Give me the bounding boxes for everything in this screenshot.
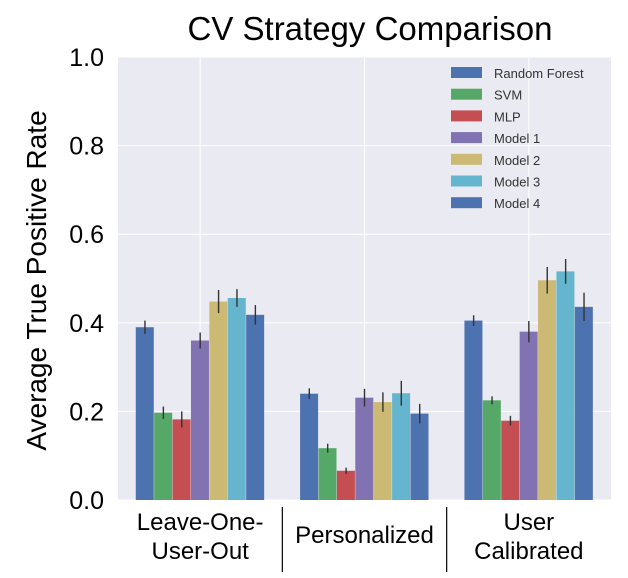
bar — [482, 400, 501, 500]
legend-entry: Model 3 — [494, 175, 540, 190]
legend-swatch — [451, 175, 482, 187]
bar — [246, 314, 265, 500]
bar — [135, 327, 154, 500]
bar — [227, 297, 246, 500]
x-tick-label: Calibrated — [474, 538, 583, 565]
bar — [190, 340, 209, 500]
bar — [464, 320, 483, 500]
legend: Random Forest SVM MLP Model 1 Model 2 Model 3… — [451, 66, 584, 211]
y-tick-label: 1.0 — [69, 44, 104, 72]
legend-entry: Model 4 — [494, 196, 540, 211]
error-bars — [144, 259, 585, 474]
legend-entry: Model 1 — [494, 131, 540, 146]
y-tick-label: 0.2 — [69, 398, 104, 426]
x-tick-label: Personalized — [295, 522, 434, 549]
bar — [556, 271, 575, 500]
legend-swatch — [451, 88, 482, 100]
x-tick-label: User-Out — [151, 538, 249, 565]
bar — [154, 412, 173, 500]
bars — [135, 271, 593, 500]
bar — [501, 420, 520, 500]
bar — [336, 470, 355, 500]
legend-entry: SVM — [494, 88, 522, 103]
bar — [538, 280, 557, 500]
x-tick-label: User — [503, 509, 554, 536]
bar — [209, 301, 228, 500]
y-ticks: 0.0 0.2 0.4 0.6 0.8 1.0 — [69, 44, 104, 515]
bar — [172, 419, 191, 500]
y-axis-label: Average True Positive Rate — [21, 110, 52, 450]
x-tick-label: Leave-One- — [137, 509, 264, 536]
bar — [300, 393, 319, 500]
bar — [574, 306, 593, 500]
y-tick-label: 0.8 — [69, 133, 104, 161]
legend-swatch — [451, 110, 482, 122]
bar — [410, 413, 429, 500]
legend-swatch — [451, 67, 482, 78]
y-tick-label: 0.6 — [69, 221, 104, 249]
legend-entry: Random Forest — [494, 66, 584, 81]
bar — [392, 393, 411, 500]
chart-title: CV Strategy Comparison — [188, 10, 553, 47]
bar — [519, 331, 538, 500]
legend-swatch — [451, 153, 482, 165]
bar — [355, 397, 374, 500]
bar — [373, 402, 392, 500]
x-categories: Leave-One-User-Out Personalized UserCalibr… — [137, 507, 584, 572]
legend-entry: MLP — [494, 109, 521, 124]
legend-swatch — [451, 132, 482, 144]
y-tick-label: 0.4 — [69, 310, 104, 338]
y-tick-label: 0.0 — [69, 487, 104, 515]
bar — [318, 448, 337, 500]
legend-swatch — [451, 197, 482, 209]
legend-entry: Model 2 — [494, 153, 540, 168]
